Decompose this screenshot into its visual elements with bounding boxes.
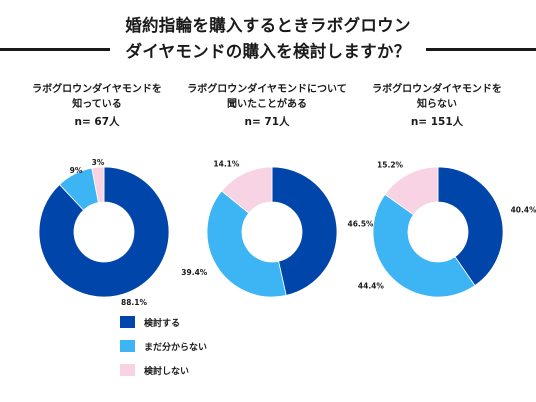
legend-item-consider: 検討する bbox=[120, 314, 207, 330]
group-header-unaware: ラボグロウンダイヤモンドを 知らない n= 151人 bbox=[348, 82, 526, 130]
chart-title: 婚約指輪を購入するときラボグロウン ダイヤモンドの購入を検討しますか？ bbox=[0, 8, 536, 68]
slice-label: 88.1% bbox=[121, 298, 148, 307]
slice-not-consider bbox=[384, 166, 439, 216]
slice-label: 46.5% bbox=[348, 220, 375, 229]
legend-swatch bbox=[120, 340, 135, 352]
title-line-2: ダイヤモンドの購入を検討しますか？ bbox=[125, 42, 411, 61]
group-subtitle-line-1: ラボグロウンダイヤモンドを bbox=[372, 84, 502, 95]
group-header-aware: ラボグロウンダイヤモンドを 知っている n= 67人 bbox=[8, 82, 186, 130]
legend-swatch bbox=[120, 364, 135, 376]
group-subtitle-line-1: ラボグロウンダイヤモンドについて bbox=[187, 84, 347, 95]
legend-label: まだ分からない bbox=[144, 342, 208, 353]
slice-label: 14.1% bbox=[213, 159, 240, 168]
slice-consider bbox=[437, 166, 504, 287]
legend-swatch bbox=[120, 316, 135, 328]
slice-not-consider bbox=[91, 166, 105, 203]
slice-label: 9% bbox=[70, 166, 83, 175]
slice-consider bbox=[271, 166, 338, 296]
legend-item-undecided: まだ分からない bbox=[120, 338, 207, 354]
legend-label: 検討しない bbox=[144, 366, 190, 377]
donut-chart-heard: 46.5% 39.4% 14.1% bbox=[181, 159, 375, 298]
group-subtitle-line-2: 聞いたことがある bbox=[227, 99, 307, 110]
slice-label: 39.4% bbox=[181, 268, 208, 277]
legend-item-not-consider: 検討しない bbox=[120, 362, 207, 378]
group-subtitle-line-2: 知らない bbox=[417, 99, 457, 110]
slice-label: 3% bbox=[92, 158, 105, 167]
slice-label: 40.4% bbox=[511, 205, 536, 214]
title-rule-left bbox=[0, 48, 110, 51]
slice-undecided bbox=[206, 190, 287, 298]
slice-undecided bbox=[372, 193, 476, 298]
legend-label: 検討する bbox=[144, 318, 181, 329]
group-subtitle-line-2: 知っている bbox=[72, 99, 122, 110]
donut-chart-aware: 88.1% 9% 3% bbox=[38, 158, 170, 307]
legend: 検討する まだ分からない 検討しない bbox=[120, 314, 207, 386]
slice-label: 15.2% bbox=[377, 161, 404, 170]
group-n-label: n= 151人 bbox=[410, 116, 464, 128]
group-header-heard: ラボグロウンダイヤモンドについて 聞いたことがある n= 71人 bbox=[178, 82, 356, 130]
title-rule-right bbox=[426, 48, 536, 51]
group-n-label: n= 71人 bbox=[244, 116, 290, 128]
slice-label: 44.4% bbox=[358, 281, 385, 290]
title-line-1: 婚約指輪を購入するときラボグロウン bbox=[125, 16, 411, 35]
slice-not-consider bbox=[221, 166, 273, 214]
donut-chart-unaware: 40.4% 44.4% 15.2% bbox=[358, 161, 536, 298]
group-n-label: n= 67人 bbox=[74, 116, 120, 128]
slice-consider bbox=[38, 166, 170, 298]
group-subtitle-line-1: ラボグロウンダイヤモンドを bbox=[32, 84, 162, 95]
